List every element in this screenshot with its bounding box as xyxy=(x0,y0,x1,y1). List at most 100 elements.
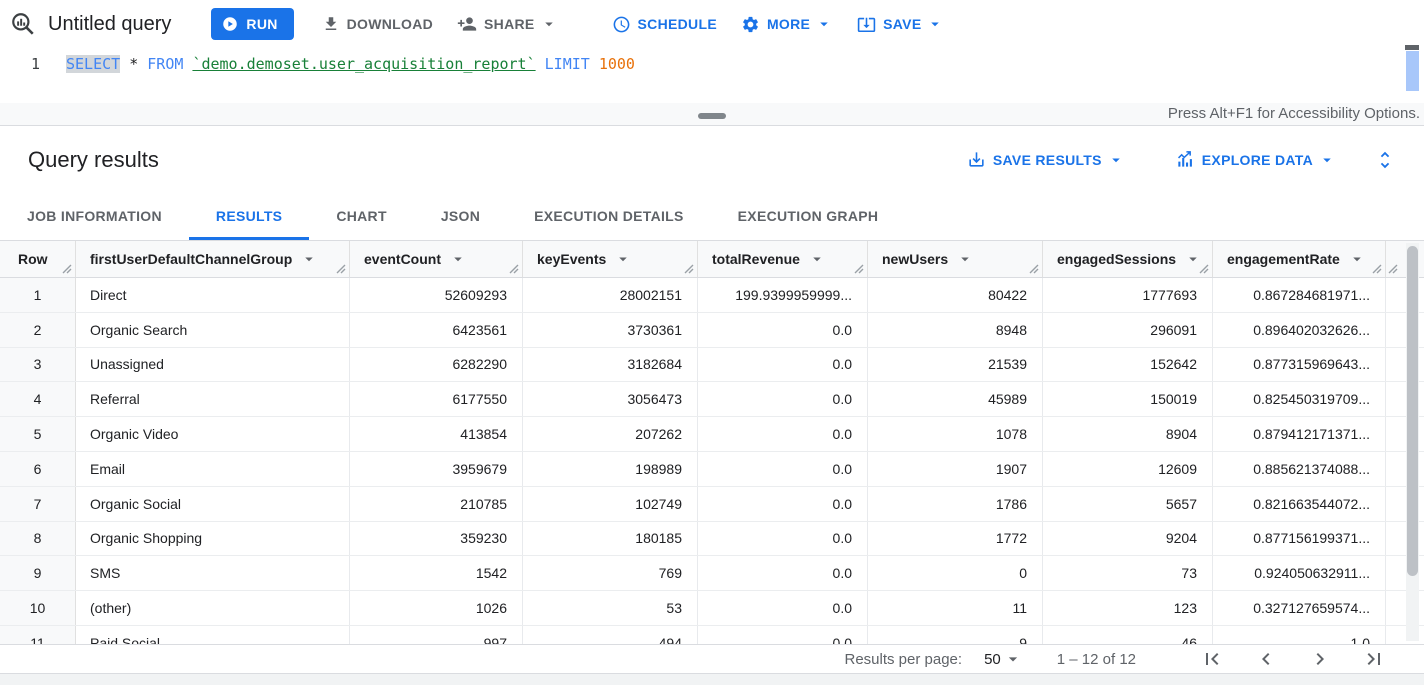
column-resize-handle[interactable] xyxy=(1029,264,1039,274)
value-cell: 9204 xyxy=(1043,521,1213,556)
tab-execution-graph[interactable]: EXECUTION GRAPH xyxy=(737,208,879,224)
value-cell: 150019 xyxy=(1043,382,1213,417)
channel-cell: Organic Search xyxy=(76,312,350,347)
tab-chart[interactable]: CHART xyxy=(336,208,387,224)
sql-from-keyword: FROM xyxy=(147,55,184,73)
value-cell: 0.825450319709... xyxy=(1213,382,1386,417)
row-number: 2 xyxy=(0,312,76,347)
schedule-button[interactable]: SCHEDULE xyxy=(600,7,729,41)
column-label: firstUserDefaultChannelGroup xyxy=(90,251,293,267)
value-cell: 0.867284681971... xyxy=(1213,278,1386,312)
more-label: MORE xyxy=(766,16,811,32)
tab-execution-details[interactable]: EXECUTION DETAILS xyxy=(534,208,684,224)
table-scrollbar-thumb[interactable] xyxy=(1407,246,1418,576)
gear-icon xyxy=(743,16,758,32)
table-scrollbar-track[interactable] xyxy=(1406,243,1419,641)
editor-scrollbar[interactable] xyxy=(1406,51,1419,91)
window-bottom-strip xyxy=(0,673,1424,685)
row-number: 3 xyxy=(0,347,76,382)
value-cell: 1777693 xyxy=(1043,278,1213,312)
sort-caret-icon[interactable] xyxy=(956,250,974,268)
column-resize-handle[interactable] xyxy=(1199,264,1209,274)
column-header-firstUserDefaultChannelGroup[interactable]: firstUserDefaultChannelGroup xyxy=(76,241,350,277)
row-number: 6 xyxy=(0,451,76,486)
value-cell: 769 xyxy=(523,556,698,591)
run-label: RUN xyxy=(246,16,278,32)
tab-job-information[interactable]: JOB INFORMATION xyxy=(27,208,162,224)
sort-caret-icon[interactable] xyxy=(300,250,318,268)
save-button[interactable]: SAVE xyxy=(845,7,956,41)
sql-limit-value: 1000 xyxy=(598,55,635,73)
previous-page-button[interactable] xyxy=(1254,647,1278,671)
sort-caret-icon[interactable] xyxy=(449,250,467,268)
value-cell: 8904 xyxy=(1043,417,1213,451)
value-cell: 28002151 xyxy=(523,278,698,312)
column-resize-handle[interactable] xyxy=(509,264,519,274)
sql-editor[interactable]: 1 SELECT * FROM `demo.demoset.user_acqui… xyxy=(0,45,1424,103)
save-results-button[interactable]: SAVE RESULTS xyxy=(955,143,1137,177)
column-header-totalRevenue[interactable]: totalRevenue xyxy=(698,241,868,277)
editor-resize-strip: Press Alt+F1 for Accessibility Options. xyxy=(0,103,1424,126)
sort-caret-icon[interactable] xyxy=(1184,250,1202,268)
column-resize-handle[interactable] xyxy=(62,264,72,274)
column-resize-handle[interactable] xyxy=(684,264,694,274)
table-row: 9 SMS 1542 769 0.0 0 73 0.924050632911... xyxy=(0,556,1424,592)
explore-data-button[interactable]: EXPLORE DATA xyxy=(1163,143,1348,177)
value-cell: 1772 xyxy=(868,521,1043,556)
channel-cell: SMS xyxy=(76,556,350,591)
chevron-down-icon xyxy=(820,22,828,27)
panel-drag-handle[interactable] xyxy=(698,113,726,119)
next-page-button[interactable] xyxy=(1308,647,1332,671)
share-button[interactable]: SHARE xyxy=(445,7,570,41)
column-header-eventCount[interactable]: eventCount xyxy=(350,241,523,277)
last-page-button[interactable] xyxy=(1362,647,1386,671)
value-cell: 1026 xyxy=(350,591,523,625)
table-row: 4 Referral 6177550 3056473 0.0 45989 150019 0.8… xyxy=(0,382,1424,418)
value-cell: 3730361 xyxy=(523,312,698,347)
expand-results-button[interactable] xyxy=(1374,149,1396,171)
download-button[interactable]: DOWNLOAD xyxy=(310,7,445,41)
chevron-down-icon xyxy=(1112,158,1120,162)
last-page-icon xyxy=(1367,653,1380,665)
value-cell: 0.0 xyxy=(698,521,868,556)
value-cell: 9 xyxy=(868,625,1043,644)
column-resize-handle[interactable] xyxy=(336,264,346,274)
column-resize-handle[interactable] xyxy=(1372,264,1382,274)
value-cell: 199.9399959999... xyxy=(698,278,868,312)
column-resize-handle[interactable] xyxy=(1388,264,1398,274)
pagination-footer: Results per page: 50 1 – 12 of 12 xyxy=(0,644,1424,673)
save-results-label: SAVE RESULTS xyxy=(992,151,1102,168)
channel-cell: (other) xyxy=(76,591,350,625)
share-label: SHARE xyxy=(484,16,535,32)
column-header-newUsers[interactable]: newUsers xyxy=(868,241,1043,277)
sql-star: * xyxy=(129,55,139,73)
value-cell: 296091 xyxy=(1043,312,1213,347)
tab-json[interactable]: JSON xyxy=(440,208,481,224)
column-resize-handle[interactable] xyxy=(854,264,864,274)
accessibility-hint: Press Alt+F1 for Accessibility Options. xyxy=(1167,105,1420,122)
column-header-Row[interactable]: Row xyxy=(0,241,76,277)
value-cell: 0.877156199371... xyxy=(1213,521,1386,556)
sort-caret-icon[interactable] xyxy=(808,250,826,268)
editor-scroll-marker xyxy=(1405,45,1419,50)
sort-caret-icon[interactable] xyxy=(614,250,632,268)
query-tab-icon xyxy=(10,11,36,37)
tab-results[interactable]: RESULTS xyxy=(188,193,310,240)
run-button[interactable]: RUN xyxy=(211,8,294,40)
sort-caret-icon[interactable] xyxy=(1348,250,1366,268)
value-cell: 80422 xyxy=(868,278,1043,312)
column-header-engagementRate[interactable]: engagementRate xyxy=(1213,241,1386,277)
explore-data-label: EXPLORE DATA xyxy=(1201,151,1313,168)
column-header-engagedSessions[interactable]: engagedSessions xyxy=(1043,241,1213,277)
channel-cell: Organic Shopping xyxy=(76,521,350,556)
value-cell: 152642 xyxy=(1043,347,1213,382)
column-header-keyEvents[interactable]: keyEvents xyxy=(523,241,698,277)
sql-code[interactable]: SELECT * FROM `demo.demoset.user_acquisi… xyxy=(46,48,635,77)
page-size-select[interactable]: 50 xyxy=(984,649,1023,669)
value-cell: 0.0 xyxy=(698,382,868,417)
row-number: 9 xyxy=(0,556,76,591)
more-button[interactable]: MORE xyxy=(729,7,845,41)
query-title[interactable]: Untitled query xyxy=(48,12,172,35)
sql-table-reference[interactable]: `demo.demoset.user_acquisition_report` xyxy=(192,55,536,73)
first-page-button[interactable] xyxy=(1200,647,1224,671)
